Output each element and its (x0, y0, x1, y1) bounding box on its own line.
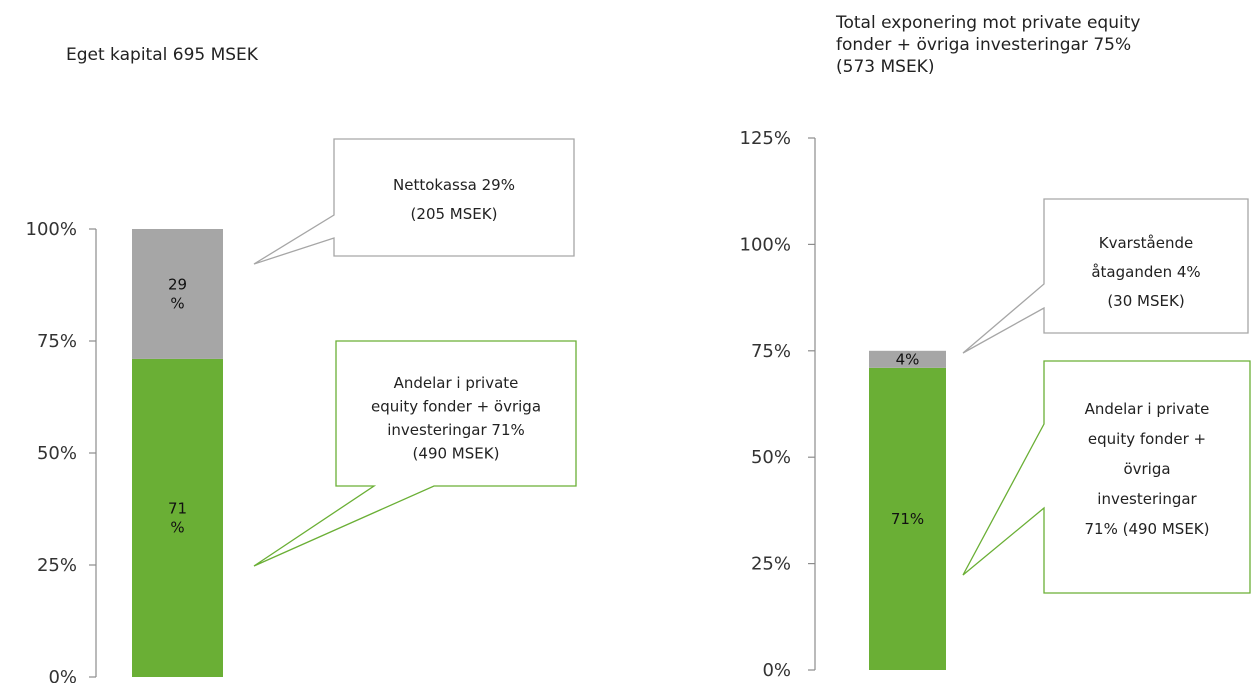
callout-text: Kvarstående (1099, 234, 1193, 252)
y-tick-label: 125% (740, 128, 791, 149)
callout-text: övriga (1123, 460, 1170, 478)
callout-text: Andelar i private (394, 374, 519, 392)
chart-title-line: fonder + övriga investeringar 75% (836, 35, 1131, 55)
callout-box (253, 138, 575, 265)
y-tick-label: 100% (740, 234, 791, 255)
y-tick-label: 25% (751, 554, 791, 575)
callout-text: 71% (490 MSEK) (1085, 520, 1210, 538)
callout-text: (205 MSEK) (411, 205, 498, 223)
y-tick-label: 50% (37, 443, 77, 464)
callout-text: investeringar (1097, 490, 1197, 508)
callout-text: (490 MSEK) (413, 445, 500, 463)
chart-right: Total exponering mot private equityfonde… (740, 13, 1251, 681)
callout-box (253, 340, 577, 567)
bar-segment (869, 350, 946, 368)
callout-text: (30 MSEK) (1107, 292, 1184, 310)
chart-title-line: Total exponering mot private equity (835, 13, 1140, 33)
y-tick-label: 75% (751, 341, 791, 362)
bar-segment (132, 358, 223, 677)
callout-text: equity fonder + (1088, 430, 1206, 448)
y-tick-label: 50% (751, 447, 791, 468)
data-label: % (170, 294, 184, 312)
callout-text: Andelar i private (1085, 400, 1210, 418)
data-label: % (170, 518, 184, 536)
bar-segment (869, 367, 946, 670)
bar-segment (132, 229, 223, 359)
callout-text: åtaganden 4% (1091, 263, 1200, 281)
data-label: 4% (896, 350, 920, 368)
data-label: 29 (168, 275, 187, 293)
chart-left: Eget kapital 695 MSEK0%25%50%75%100%71%2… (26, 45, 577, 683)
y-tick-label: 25% (37, 555, 77, 576)
callout-text: investeringar 71% (387, 421, 525, 439)
y-tick-label: 100% (26, 219, 77, 240)
chart-title-line: Eget kapital 695 MSEK (66, 45, 259, 65)
callout-text: equity fonder + övriga (371, 398, 541, 416)
chart-title-line: (573 MSEK) (836, 57, 934, 77)
y-tick-label: 0% (762, 660, 791, 681)
data-label: 71 (168, 499, 187, 517)
data-label: 71% (891, 510, 924, 528)
y-tick-label: 75% (37, 331, 77, 352)
callout-box (962, 360, 1251, 594)
callout-box (962, 198, 1249, 354)
y-tick-label: 0% (48, 667, 77, 683)
callout-text: Nettokassa 29% (393, 176, 515, 194)
